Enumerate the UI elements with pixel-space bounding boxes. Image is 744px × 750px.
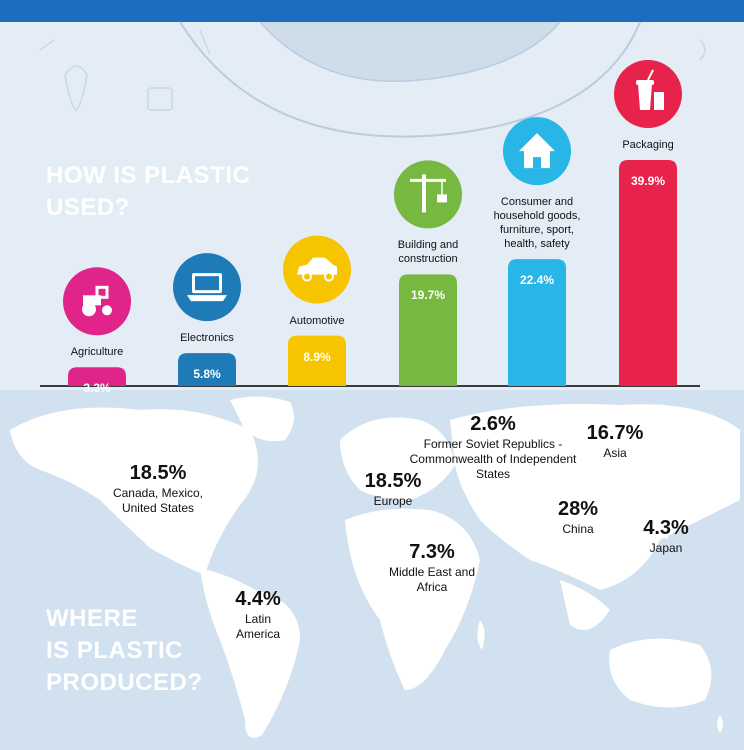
produced-heading-line-2: IS PLASTIC (46, 637, 184, 664)
region-value-4: 2.6% (470, 413, 516, 435)
region-name-2: Europe (373, 494, 413, 508)
bar-1 (178, 353, 236, 386)
bar-3 (399, 274, 457, 386)
region-value-6: 28% (557, 498, 599, 520)
top-banner (0, 0, 744, 22)
region-name-6: China (562, 522, 594, 536)
produced-heading-line-1: WHERE (46, 605, 138, 632)
bar-5 (619, 160, 677, 386)
bar-2 (288, 335, 346, 386)
bar-value-label-4: 22.4% (519, 273, 555, 288)
region-name-7: Japan (649, 541, 683, 555)
bar-value-label-3: 19.7% (410, 288, 446, 303)
bar-0 (68, 367, 126, 386)
region-name-1: Latin America (235, 612, 280, 641)
region-name-5: Asia (603, 446, 627, 460)
region-name-0: Canada, Mexico, United States (112, 486, 204, 515)
region-value-1: 4.4% (235, 588, 281, 610)
region-value-3: 7.3% (409, 541, 455, 563)
bar-value-label-1: 5.8% (193, 367, 221, 382)
region-value-0: 18.5% (129, 462, 187, 484)
category-label-4: Consumer and household goods, furniture,… (493, 196, 581, 251)
tractor-icon (63, 267, 131, 336)
cup-icon (614, 60, 682, 128)
category-label-5: Packaging (622, 139, 674, 151)
category-label-3: Building and construction (397, 239, 459, 266)
bar-value-label-0: 3.3% (83, 381, 111, 396)
region-name-3: Middle East and Africa (388, 565, 476, 594)
region-value-7: 4.3% (643, 517, 689, 539)
region-name-4: Former Soviet Republics - Commonwealth o… (409, 437, 577, 481)
region-value-5: 16.7% (586, 422, 644, 444)
used-heading-line-1: HOW IS PLASTIC (46, 162, 251, 189)
globe-decoration (39, 21, 706, 138)
produced-heading-line-3: PRODUCED? (46, 669, 203, 696)
car-icon (283, 235, 351, 304)
usage-bar-chart (40, 60, 700, 387)
category-label-1: Electronics (180, 332, 234, 345)
produced-heading: WHERE IS PLASTIC PRODUCED? (46, 603, 203, 699)
laptop-icon (173, 253, 241, 322)
category-label-2: Automotive (289, 314, 345, 327)
used-heading: HOW IS PLASTIC USED? (46, 160, 250, 224)
bar-value-label-2: 8.9% (303, 349, 331, 364)
region-value-2: 18.5% (364, 470, 422, 492)
bar-value-label-5: 39.9% (630, 174, 666, 188)
crane-icon (394, 160, 462, 229)
house-icon (503, 117, 571, 186)
used-heading-line-2: USED? (46, 194, 130, 221)
bar-4 (508, 259, 566, 386)
category-label-0: Agriculture (70, 346, 124, 359)
